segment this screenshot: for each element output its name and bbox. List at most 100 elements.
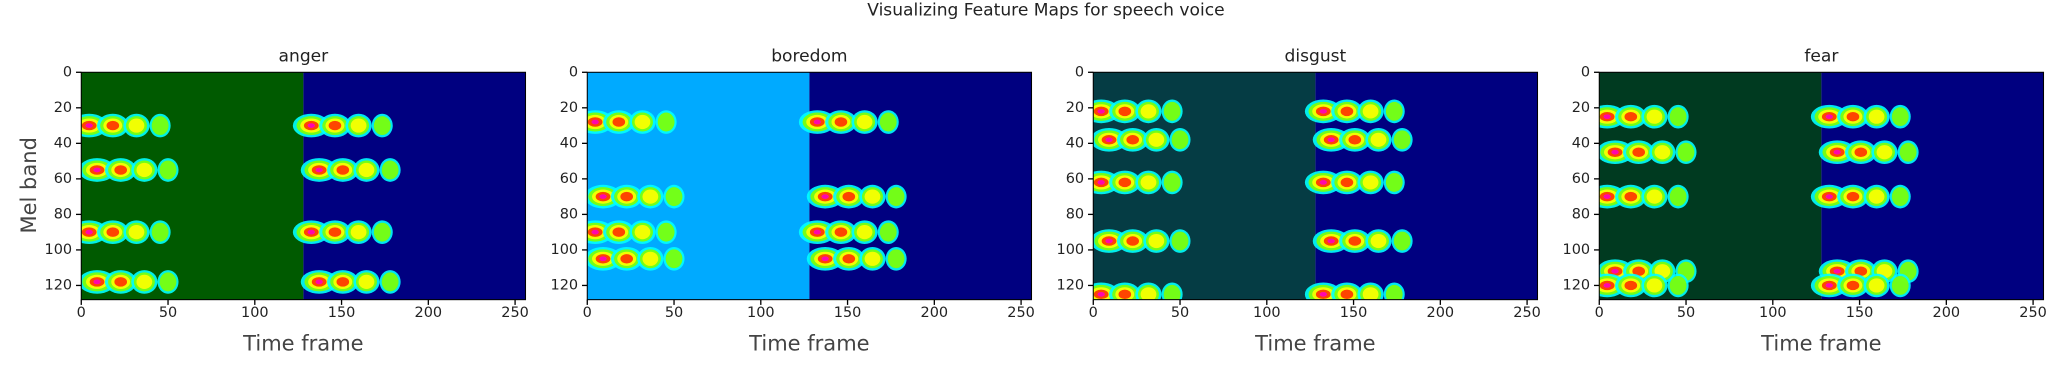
heat-blob	[1385, 101, 1403, 121]
heat-blob	[151, 116, 169, 136]
y-tick-label: 120	[1057, 277, 1085, 293]
heat-blob	[93, 279, 101, 285]
x-tick-label: 100	[747, 305, 775, 321]
heat-blob	[1669, 107, 1687, 127]
heat-blob	[834, 117, 848, 127]
heat-blob	[159, 160, 177, 180]
heat-blob	[1118, 106, 1132, 117]
heat-blob	[1340, 289, 1354, 300]
heat-blob	[856, 114, 873, 130]
x-axis-label: Time frame	[1760, 330, 1881, 355]
y-tick-label: 40	[560, 135, 578, 151]
heat-blob	[1171, 231, 1189, 251]
heatmap-left	[81, 72, 304, 300]
heat-blob	[114, 277, 128, 287]
heat-blob	[381, 272, 399, 292]
heat-blob	[1163, 284, 1181, 300]
y-tick-label: 100	[1563, 242, 1591, 258]
x-tick-label: 100	[1759, 305, 1787, 321]
heat-blob	[1171, 130, 1189, 150]
x-tick-label: 250	[1513, 305, 1541, 321]
y-tick-label: 80	[1572, 206, 1590, 222]
heat-blob	[1825, 114, 1833, 120]
heat-blob	[612, 117, 626, 127]
heat-blob	[1370, 233, 1387, 249]
heat-blob	[1868, 189, 1885, 204]
heat-blob	[136, 162, 153, 178]
x-tick-label: 50	[159, 305, 177, 321]
heat-blob	[591, 119, 599, 125]
heat-blob	[1677, 142, 1695, 162]
x-tick-label: 50	[1677, 305, 1695, 321]
heat-blob	[634, 114, 651, 130]
x-tick-label: 200	[1933, 305, 1961, 321]
heat-blob	[315, 279, 323, 285]
heat-blob	[106, 120, 120, 131]
heat-blob	[1097, 108, 1105, 114]
x-tick-label: 150	[328, 305, 356, 321]
y-tick-label: 120	[1563, 277, 1591, 293]
heat-blob	[1646, 278, 1663, 293]
subplot-title: anger	[279, 47, 330, 67]
y-tick-label: 0	[569, 64, 578, 80]
heat-blob	[620, 191, 634, 202]
x-tick-label: 150	[834, 305, 862, 321]
heat-blob	[1846, 111, 1860, 122]
heat-blob	[373, 116, 391, 136]
axes-frame	[586, 71, 1033, 301]
y-tick-label: 0	[63, 64, 72, 80]
heat-blob	[813, 119, 821, 125]
heat-blob	[1340, 106, 1354, 117]
heat-blob	[1163, 101, 1181, 121]
heat-blob	[1126, 135, 1140, 145]
heat-blob	[358, 274, 375, 289]
heat-blob	[1319, 291, 1327, 297]
heat-blob	[1385, 172, 1403, 192]
y-tick-label: 20	[1066, 100, 1084, 116]
heat-blob	[1163, 172, 1181, 192]
subplot-title: boredom	[771, 47, 847, 67]
heat-blob	[358, 162, 375, 178]
heat-blob	[657, 222, 675, 242]
subplot-title: fear	[1804, 47, 1839, 67]
heat-blob	[1140, 287, 1157, 300]
heat-blob	[879, 112, 897, 132]
y-tick-label: 60	[1572, 171, 1590, 187]
heat-blob	[1624, 280, 1638, 291]
heat-blob	[1126, 236, 1140, 246]
heat-blob	[1319, 108, 1327, 114]
heat-blob	[657, 112, 675, 132]
heat-blob	[373, 222, 391, 242]
heat-blob	[1105, 238, 1113, 244]
y-tick-label: 0	[1581, 64, 1590, 80]
heat-blob	[114, 165, 128, 175]
x-tick-label: 50	[665, 305, 683, 321]
heat-blob	[1825, 283, 1833, 288]
heat-blob	[1876, 145, 1893, 160]
heat-blob	[381, 160, 399, 180]
heat-blob	[1348, 135, 1362, 145]
heat-blob	[1118, 177, 1132, 188]
heat-blob	[642, 189, 659, 204]
heat-blob	[1646, 109, 1663, 124]
heat-blob	[1340, 177, 1354, 188]
heat-blob	[887, 249, 905, 269]
heat-blob	[1833, 268, 1841, 274]
axes-frame	[1092, 71, 1539, 301]
x-tick-label: 100	[241, 305, 269, 321]
heat-blob	[307, 123, 315, 128]
x-tick-label: 250	[2019, 305, 2047, 321]
y-tick-label: 40	[1066, 135, 1084, 151]
x-tick-label: 0	[1089, 305, 1098, 321]
heat-blob	[1846, 191, 1860, 202]
heat-blob	[1891, 107, 1909, 127]
y-tick-label: 20	[54, 100, 72, 116]
heat-blob	[842, 254, 856, 264]
x-tick-label: 200	[415, 305, 443, 321]
heat-blob	[642, 251, 659, 266]
heat-blob	[1603, 114, 1611, 120]
heat-blob	[1148, 233, 1165, 249]
heat-blob	[1327, 238, 1335, 244]
